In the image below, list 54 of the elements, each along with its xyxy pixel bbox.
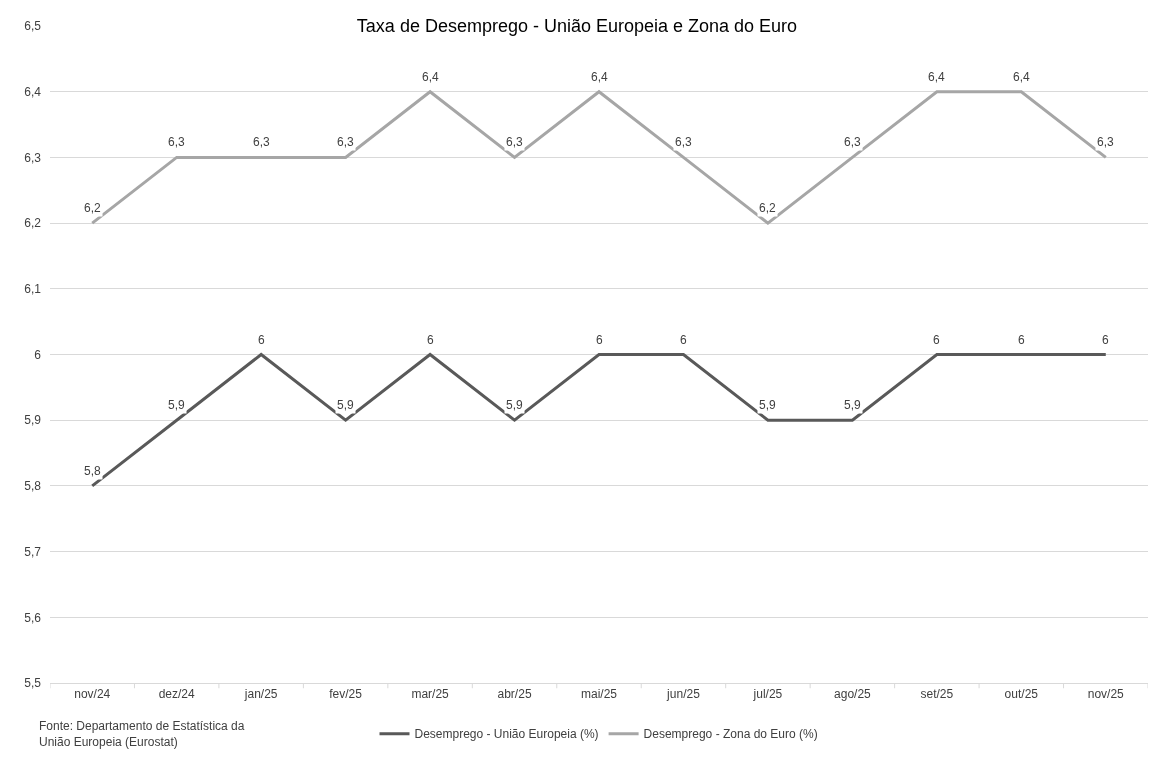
y-tick-label: 6,3: [24, 150, 42, 165]
data-label: 6,3: [1097, 135, 1115, 149]
data-label: 5,8: [84, 464, 102, 478]
data-label: 6,4: [1013, 70, 1031, 84]
x-tick-label: fev/25: [329, 687, 363, 702]
y-tick-label: 5,6: [24, 610, 42, 625]
x-tick-label: set/25: [920, 687, 954, 702]
x-tick-label: jul/25: [752, 687, 783, 702]
data-label: 5,9: [759, 398, 777, 412]
data-label: 6,4: [928, 70, 946, 84]
data-label: 5,9: [506, 398, 524, 412]
data-label: 6: [596, 333, 603, 347]
y-tick-label: 5,5: [24, 676, 42, 691]
data-label: 6: [680, 333, 687, 347]
data-label: 6,4: [591, 70, 609, 84]
x-tick-label: ago/25: [834, 687, 872, 702]
x-tick-label: mai/25: [580, 687, 618, 702]
source-note: Fonte: Departamento de Estatística da União Europeia (Eurostat): [39, 719, 245, 749]
data-label: 6,4: [422, 70, 440, 84]
x-tick-label: nov/25: [1087, 687, 1125, 702]
data-label: 6,3: [844, 135, 862, 149]
x-tick-label: jun/25: [666, 687, 701, 702]
y-tick-label: 5,8: [24, 479, 42, 494]
data-label: 6,2: [759, 201, 777, 215]
x-tick-label: out/25: [1004, 687, 1039, 702]
y-tick-label: 6,4: [24, 84, 42, 99]
data-label: 6: [933, 333, 940, 347]
legend-label: Desemprego - Zona do Euro (%): [643, 727, 818, 742]
data-label: 6,3: [168, 135, 186, 149]
data-label: 6,3: [253, 135, 271, 149]
y-tick-label: 6,5: [24, 19, 42, 34]
y-tick-label: 5,7: [24, 544, 42, 559]
x-tick-label: dez/24: [158, 687, 196, 702]
data-label: 5,9: [168, 398, 186, 412]
x-tick-label: abr/25: [497, 687, 532, 702]
x-tick-label: mar/25: [411, 687, 450, 702]
data-label: 6,3: [337, 135, 355, 149]
data-label: 5,9: [844, 398, 862, 412]
data-label: 6: [1018, 333, 1025, 347]
data-label: 5,9: [337, 398, 355, 412]
data-label: 6: [258, 333, 265, 347]
x-tick-label: nov/24: [74, 687, 111, 702]
y-tick-label: 6: [34, 347, 42, 362]
data-label: 6: [1102, 333, 1109, 347]
data-label: 6: [427, 333, 434, 347]
y-tick-label: 6,2: [24, 216, 42, 231]
data-label: 6,3: [675, 135, 693, 149]
data-label: 6,3: [506, 135, 524, 149]
chart-title: Taxa de Desemprego - União Europeia e Zona do Euro: [356, 15, 798, 36]
x-tick-label: jan/25: [243, 687, 278, 702]
legend-label: Desemprego - União Europeia (%): [414, 727, 599, 742]
y-tick-label: 6,1: [24, 282, 42, 296]
data-label: 6,2: [84, 201, 102, 215]
y-tick-label: 5,9: [24, 413, 42, 428]
